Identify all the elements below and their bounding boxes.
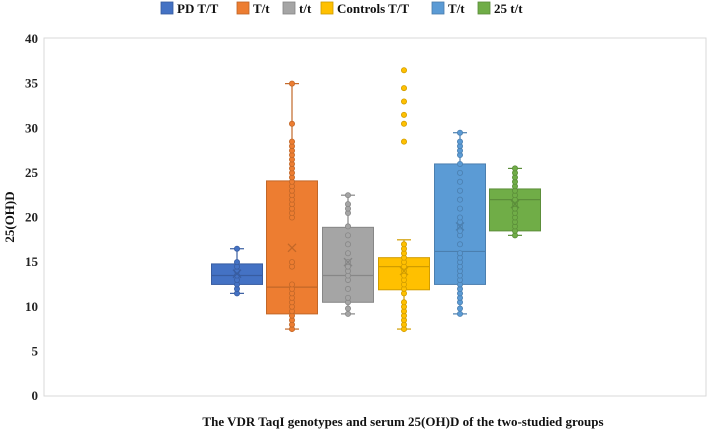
data-point	[288, 138, 295, 145]
y-tick-label: 5	[32, 343, 39, 358]
data-point	[456, 169, 463, 176]
legend-label: T/t	[448, 1, 465, 16]
legend-label: 25 t/t	[494, 1, 523, 16]
data-point	[344, 285, 351, 292]
data-point	[344, 223, 351, 230]
box-group	[434, 129, 486, 317]
legend: PD T/T T/t t/t Controls T/T T/t 25 t/t	[160, 1, 523, 16]
outlier-point	[400, 67, 407, 74]
data-point	[456, 250, 463, 257]
mean-marker	[343, 257, 353, 267]
outlier-point	[400, 111, 407, 118]
data-point	[344, 241, 351, 248]
legend-label: t/t	[299, 1, 312, 16]
y-axis-ticks: 0 5 10 15 20 25 30 35 40	[25, 31, 39, 403]
data-point	[344, 310, 351, 317]
box-group	[266, 80, 318, 333]
legend-label: T/t	[253, 1, 270, 16]
data-point	[400, 299, 407, 306]
x-axis-title: The VDR TaqI genotypes and serum 25(OH)D…	[202, 414, 603, 429]
mean-marker	[399, 266, 409, 276]
data-point	[344, 201, 351, 208]
data-point	[344, 305, 351, 312]
y-tick-label: 20	[25, 210, 38, 225]
data-point	[288, 120, 295, 127]
outlier-point	[400, 138, 407, 145]
y-tick-label: 0	[32, 388, 39, 403]
data-point	[456, 129, 463, 136]
data-point	[456, 187, 463, 194]
box-group	[322, 192, 374, 317]
legend-label: Controls T/T	[337, 1, 409, 16]
y-tick-label: 35	[25, 76, 39, 91]
data-point	[456, 214, 463, 221]
legend-swatch	[320, 1, 334, 15]
legend-swatch	[160, 1, 174, 15]
box-group	[211, 245, 263, 297]
legend-swatch	[431, 1, 445, 15]
y-tick-label: 40	[25, 31, 38, 46]
outlier-point	[400, 98, 407, 105]
y-tick-label: 15	[25, 254, 39, 269]
data-point	[288, 80, 295, 87]
y-tick-label: 25	[25, 165, 39, 180]
data-point	[512, 165, 519, 172]
mean-marker	[287, 243, 297, 253]
legend-label: PD T/T	[177, 1, 219, 16]
data-point	[456, 241, 463, 248]
data-point	[456, 310, 463, 317]
data-point	[400, 241, 407, 248]
data-point	[233, 259, 240, 266]
data-point	[456, 196, 463, 203]
y-tick-label: 30	[25, 120, 38, 135]
outlier-point	[400, 120, 407, 127]
y-axis-title: 25(OH)D	[2, 191, 17, 242]
data-point	[344, 294, 351, 301]
data-point	[456, 138, 463, 145]
data-point	[456, 205, 463, 212]
mean-marker	[455, 221, 465, 231]
data-point	[456, 305, 463, 312]
data-point	[233, 245, 240, 252]
data-point	[456, 160, 463, 167]
data-point	[456, 178, 463, 185]
legend-swatch	[282, 1, 296, 15]
data-point	[344, 250, 351, 257]
data-point	[344, 192, 351, 199]
mean-marker	[510, 199, 520, 209]
plot-area	[43, 37, 707, 397]
boxes	[211, 67, 541, 333]
box-group	[489, 165, 541, 239]
data-point	[288, 259, 295, 266]
legend-swatch	[236, 1, 250, 15]
legend-swatch	[477, 1, 491, 15]
box-group	[378, 67, 430, 333]
data-point	[288, 281, 295, 288]
mean-marker	[232, 269, 242, 279]
y-tick-label: 10	[25, 299, 38, 314]
outlier-point	[400, 85, 407, 92]
data-point	[344, 232, 351, 239]
